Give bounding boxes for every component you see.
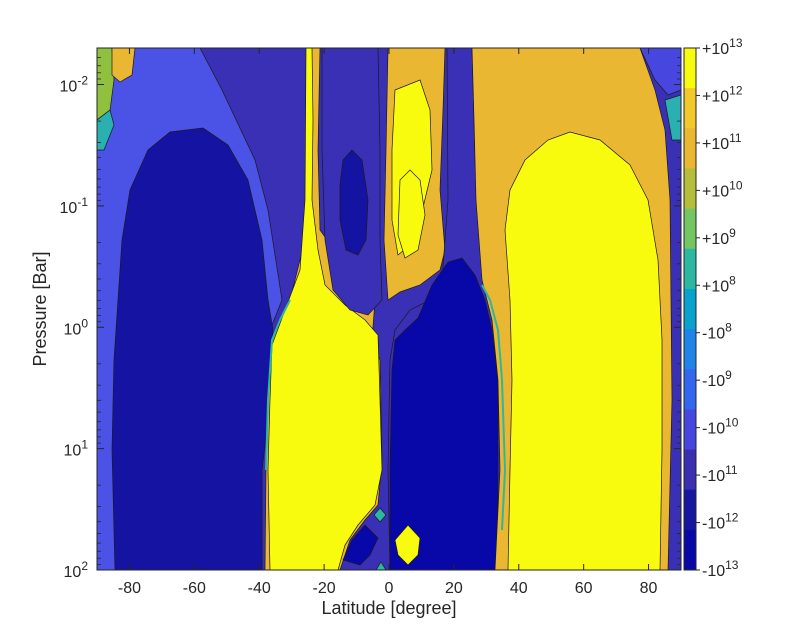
right-neg-core [389,257,499,570]
right-pos-core [504,131,663,570]
colorbar: +1013 +1012 +1011 +1010 +109 +108 -108 -109 -101… [683,36,743,580]
y-axis-ticks: 10-2 10-1 100 101 102 [60,47,681,581]
contour-field [97,48,681,570]
colorbar-swatch [684,329,696,370]
colorbar-swatch [684,529,696,571]
colorbar-swatch [684,288,696,330]
edge-band-right [481,284,507,531]
y-tick-label: 101 [64,438,89,460]
x-tick-label: 60 [575,580,593,597]
colorbar-swatch [684,208,696,250]
colorbar-label: +108 [702,273,736,295]
colorbar-label: -1010 [702,416,739,438]
bottom-pos-chevron [394,524,421,566]
x-tick-label: 20 [445,580,463,597]
x-tick-label: 0 [385,580,394,597]
x-tick-label: -40 [248,580,271,597]
colorbar-label: +1010 [702,178,743,200]
colorbar-swatch [684,489,696,531]
corner-left-orange [111,48,136,83]
left-pos-core [267,48,383,570]
bottom-neg-chevron [342,524,379,566]
colorbar-label: -1012 [702,511,739,533]
central-pos-inner [397,169,426,259]
bottom-cyan-marker-2 [375,561,387,570]
colorbar-labels: +1013 +1012 +1011 +1010 +109 +108 -108 -109 -101… [696,36,743,580]
colorbar-label: -1011 [702,463,738,485]
colorbar-swatch [684,128,696,169]
x-tick-label: -60 [183,580,206,597]
y-tick-label: 10-1 [60,195,89,217]
colorbar-swatch [684,369,696,410]
x-axis-ticks: -80 -60 -40 -20 0 20 40 60 80 [118,48,658,597]
colorbar-label: +1012 [702,83,743,105]
corner-right-cyan [664,94,681,141]
colorbar-swatch [684,409,696,451]
x-tick-label: -20 [313,580,336,597]
central-neg-core [339,149,369,256]
y-tick-label: 100 [64,316,89,338]
colorbar-label: +109 [702,226,736,248]
left-neg-core [111,127,274,570]
y-tick-label: 102 [64,559,89,581]
colorbar-label: +1013 [702,36,743,58]
corner-right-blue [639,48,681,96]
bottom-cyan-marker [373,507,387,523]
colorbar-frame [683,47,697,571]
colorbar-swatch [684,248,696,290]
colorbar-swatches [684,48,696,571]
colorbar-label: +1011 [702,131,742,153]
edge-band-left [265,299,291,471]
x-tick-label: 80 [640,580,658,597]
corner-left-cyan [97,109,115,151]
colorbar-swatch [684,48,696,89]
x-axis-label: Latitude [degree] [321,598,456,618]
colorbar-label: -1013 [702,558,739,580]
y-axis-label: Pressure [Bar] [30,251,50,366]
corner-left-green [97,48,115,121]
colorbar-label: -108 [702,321,732,343]
colorbar-swatch [684,168,696,210]
y-tick-label: 10-2 [60,74,89,96]
colorbar-label: -109 [702,368,732,390]
colorbar-swatch [684,449,696,491]
x-tick-label: 40 [510,580,528,597]
colorbar-swatch [684,88,696,129]
x-tick-label: -80 [118,580,141,597]
